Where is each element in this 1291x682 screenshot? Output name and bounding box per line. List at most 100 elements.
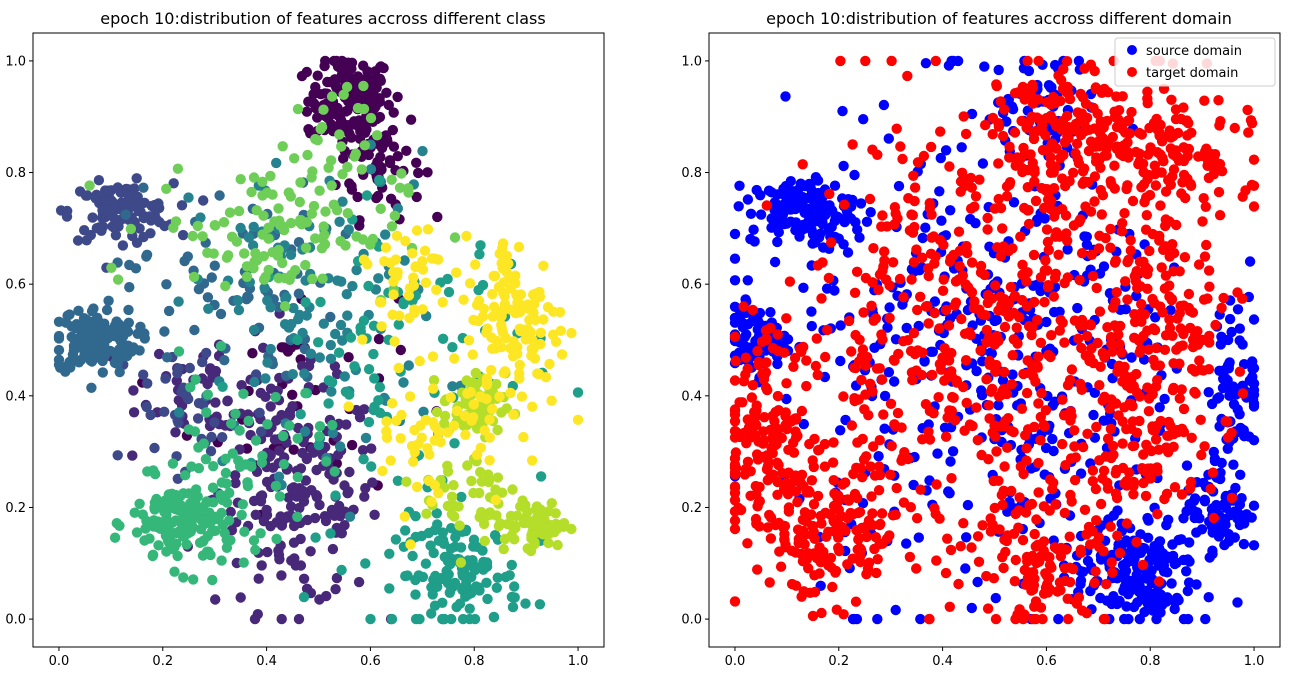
scatter-point bbox=[1149, 160, 1161, 171]
scatter-point bbox=[248, 324, 260, 336]
scatter-point bbox=[937, 285, 949, 296]
scatter-point bbox=[954, 245, 966, 256]
scatter-point bbox=[790, 225, 801, 236]
scatter-point bbox=[833, 542, 844, 554]
scatter-point bbox=[1145, 142, 1156, 153]
scatter-point bbox=[1062, 593, 1073, 604]
scatter-point bbox=[898, 497, 910, 508]
scatter-point bbox=[546, 498, 557, 509]
scatter-point bbox=[299, 426, 311, 437]
x-tick-label: 1.0 bbox=[1244, 654, 1265, 669]
scatter-point bbox=[990, 613, 1002, 625]
scatter-point bbox=[1019, 564, 1030, 576]
scatter-point bbox=[932, 448, 943, 459]
scatter-point bbox=[217, 381, 228, 392]
scatter-point bbox=[1202, 160, 1213, 171]
scatter-point bbox=[1121, 423, 1132, 435]
scatter-point bbox=[901, 538, 912, 549]
scatter-point bbox=[858, 454, 870, 465]
scatter-point bbox=[267, 462, 279, 473]
scatter-point bbox=[765, 533, 777, 544]
scatter-point bbox=[1075, 378, 1086, 389]
scatter-point bbox=[1178, 513, 1189, 524]
scatter-point bbox=[363, 364, 375, 375]
scatter-point bbox=[326, 91, 338, 102]
scatter-point bbox=[344, 511, 356, 522]
scatter-point bbox=[1064, 93, 1076, 105]
scatter-point bbox=[279, 319, 291, 330]
scatter-point bbox=[1029, 421, 1040, 433]
scatter-point bbox=[409, 304, 420, 315]
scatter-point bbox=[432, 211, 443, 223]
scatter-point bbox=[484, 455, 495, 466]
scatter-point bbox=[1069, 474, 1081, 486]
scatter-point bbox=[110, 230, 122, 241]
scatter-point bbox=[1021, 276, 1032, 287]
scatter-point bbox=[934, 323, 945, 334]
scatter-point bbox=[1224, 313, 1236, 325]
scatter-point bbox=[1041, 551, 1053, 562]
scatter-point bbox=[390, 534, 402, 545]
scatter-point bbox=[1151, 342, 1162, 354]
scatter-point bbox=[1112, 530, 1123, 541]
scatter-point bbox=[374, 93, 385, 104]
scatter-point bbox=[861, 531, 872, 543]
scatter-point bbox=[491, 378, 502, 390]
scatter-point bbox=[729, 462, 741, 473]
scatter-point bbox=[566, 327, 577, 339]
scatter-point bbox=[1248, 201, 1260, 212]
scatter-point bbox=[498, 277, 509, 288]
scatter-point bbox=[1021, 443, 1032, 454]
scatter-point bbox=[217, 432, 228, 443]
scatter-point bbox=[1095, 361, 1106, 372]
scatter-point bbox=[1158, 156, 1169, 167]
scatter-point bbox=[404, 391, 416, 402]
scatter-point bbox=[1149, 425, 1161, 436]
scatter-point bbox=[868, 441, 879, 452]
scatter-point bbox=[107, 221, 118, 232]
scatter-point bbox=[558, 518, 570, 529]
scatter-point bbox=[305, 546, 316, 557]
scatter-point bbox=[983, 454, 994, 465]
scatter-point bbox=[292, 433, 303, 444]
scatter-point bbox=[1153, 576, 1165, 587]
scatter-point bbox=[752, 314, 763, 325]
scatter-point bbox=[92, 312, 103, 323]
scatter-point bbox=[331, 572, 343, 584]
scatter-point bbox=[443, 569, 454, 580]
scatter-point bbox=[295, 177, 306, 188]
scatter-point bbox=[315, 123, 326, 135]
scatter-point bbox=[298, 573, 310, 584]
scatter-point bbox=[276, 570, 287, 581]
scatter-point bbox=[1143, 406, 1155, 417]
scatter-point bbox=[198, 438, 209, 449]
scatter-point bbox=[1001, 388, 1013, 400]
scatter-point bbox=[847, 139, 858, 150]
scatter-point bbox=[221, 497, 233, 508]
scatter-point bbox=[923, 318, 934, 329]
scatter-point bbox=[1207, 467, 1219, 478]
scatter-point bbox=[772, 476, 783, 488]
scatter-point bbox=[912, 304, 923, 316]
scatter-point bbox=[403, 290, 415, 301]
scatter-point bbox=[124, 259, 135, 271]
scatter-point bbox=[1046, 82, 1057, 93]
scatter-point bbox=[320, 55, 331, 67]
scatter-point bbox=[785, 480, 796, 491]
scatter-point bbox=[1047, 433, 1058, 445]
scatter-point bbox=[260, 373, 271, 384]
scatter-point bbox=[1099, 391, 1110, 402]
scatter-point bbox=[822, 324, 833, 336]
scatter-point bbox=[267, 189, 278, 200]
scatter-point bbox=[1094, 306, 1106, 317]
scatter-point bbox=[285, 191, 296, 202]
scatter-point bbox=[327, 543, 339, 555]
scatter-point bbox=[1138, 449, 1149, 460]
scatter-point bbox=[1081, 231, 1093, 242]
scatter-point bbox=[159, 326, 170, 337]
scatter-point bbox=[1091, 282, 1102, 294]
scatter-point bbox=[891, 123, 902, 134]
scatter-point bbox=[461, 230, 472, 242]
scatter-point bbox=[1216, 302, 1227, 314]
scatter-point bbox=[762, 461, 773, 472]
